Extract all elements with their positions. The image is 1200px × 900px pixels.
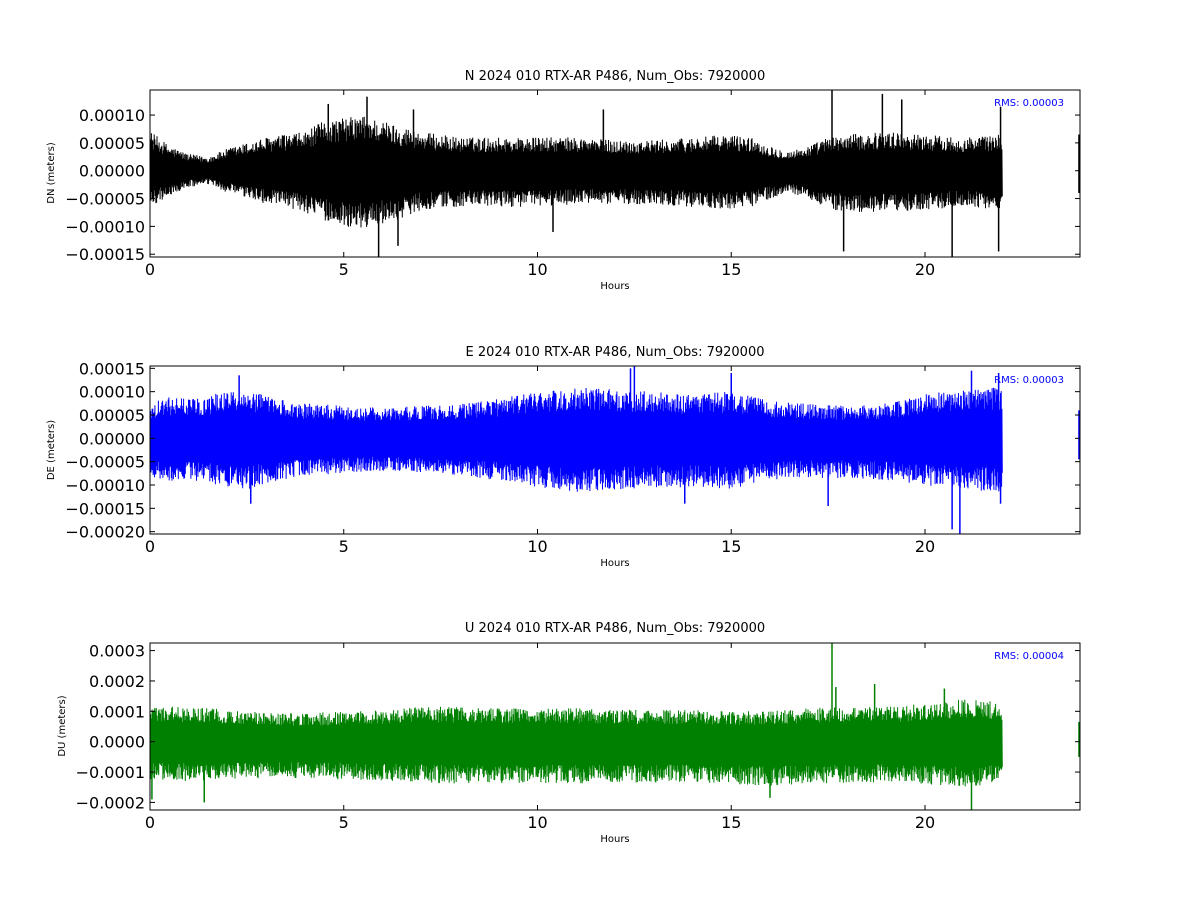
- x-tick-label: 5: [339, 813, 349, 832]
- y-tick-label: 0.00010: [79, 383, 145, 402]
- y-axis-label: DN (meters): [46, 142, 57, 204]
- x-tick-label: 0: [145, 260, 155, 279]
- y-axis-label: DU (meters): [57, 695, 68, 756]
- chart-title: N 2024 010 RTX-AR P486, Num_Obs: 7920000: [465, 69, 765, 84]
- y-tick-label: 0.00010: [79, 106, 145, 125]
- panel-up: U 2024 010 RTX-AR P486, Num_Obs: 7920000…: [57, 621, 1081, 845]
- panel-east: E 2024 010 RTX-AR P486, Num_Obs: 7920000…: [46, 345, 1081, 569]
- x-tick-label: 10: [527, 537, 547, 556]
- data-trace: [150, 699, 1003, 787]
- y-tick-label: 0.0001: [89, 702, 145, 721]
- y-tick-label: −0.00015: [65, 499, 145, 518]
- y-tick-label: −0.00005: [65, 453, 145, 472]
- rms-label: RMS: 0.00003: [994, 375, 1064, 386]
- y-axis-label: DE (meters): [46, 420, 57, 480]
- x-tick-label: 20: [915, 813, 935, 832]
- rms-label: RMS: 0.00004: [994, 651, 1064, 662]
- axes-frame: [149, 89, 1081, 258]
- plot-area: 0 5 10 15 20 0.0003 0.0002 0.0001 0.0000 −0.0001 −…: [76, 642, 1081, 832]
- x-axis-label: Hours: [600, 281, 629, 292]
- y-tick-label: 0.00015: [79, 359, 145, 378]
- x-tick-label: 20: [915, 260, 935, 279]
- y-tick-label: 0.00000: [79, 162, 145, 181]
- y-tick-label: −0.0002: [76, 793, 145, 812]
- plot-area: 0 5 10 15 20 0.00010 0.00005 0.00000 −0.00005 −0.…: [65, 89, 1081, 279]
- y-tick-label: −0.00020: [65, 523, 145, 542]
- x-tick-label: 5: [339, 537, 349, 556]
- plot-area: 0 5 10 15 20 0.00015 0.00010 0.00005 0.00000 −0.0…: [65, 359, 1081, 556]
- y-tick-label: −0.0001: [76, 763, 145, 782]
- x-tick-label: 15: [721, 260, 741, 279]
- x-tick-label: 0: [145, 537, 155, 556]
- x-tick-label: 0: [145, 813, 155, 832]
- chart-title: E 2024 010 RTX-AR P486, Num_Obs: 7920000: [466, 345, 765, 360]
- data-trace: [150, 387, 1003, 492]
- x-tick-label: 15: [721, 537, 741, 556]
- y-tick-label: 0.0003: [89, 642, 145, 661]
- y-tick-label: −0.00005: [65, 190, 145, 209]
- data-trace: [150, 116, 1003, 228]
- panel-north: N 2024 010 RTX-AR P486, Num_Obs: 7920000…: [46, 69, 1081, 292]
- axes-frame: [149, 365, 1081, 535]
- y-tick-label: −0.00015: [65, 245, 145, 264]
- x-axis-label: Hours: [600, 834, 629, 845]
- y-tick-label: −0.00010: [65, 476, 145, 495]
- axes-frame: [149, 642, 1081, 811]
- rms-label: RMS: 0.00003: [994, 98, 1064, 109]
- chart-title: U 2024 010 RTX-AR P486, Num_Obs: 7920000: [465, 621, 765, 636]
- x-tick-label: 10: [527, 260, 547, 279]
- x-axis-label: Hours: [600, 558, 629, 569]
- y-tick-label: −0.00010: [65, 217, 145, 236]
- x-tick-label: 20: [915, 537, 935, 556]
- y-tick-label: 0.00005: [79, 406, 145, 425]
- y-tick-label: 0.0000: [89, 733, 145, 752]
- x-tick-label: 10: [527, 813, 547, 832]
- y-tick-label: 0.00000: [79, 429, 145, 448]
- x-tick-label: 15: [721, 813, 741, 832]
- x-tick-label: 5: [339, 260, 349, 279]
- y-tick-label: 0.0002: [89, 672, 145, 691]
- y-tick-label: 0.00005: [79, 134, 145, 153]
